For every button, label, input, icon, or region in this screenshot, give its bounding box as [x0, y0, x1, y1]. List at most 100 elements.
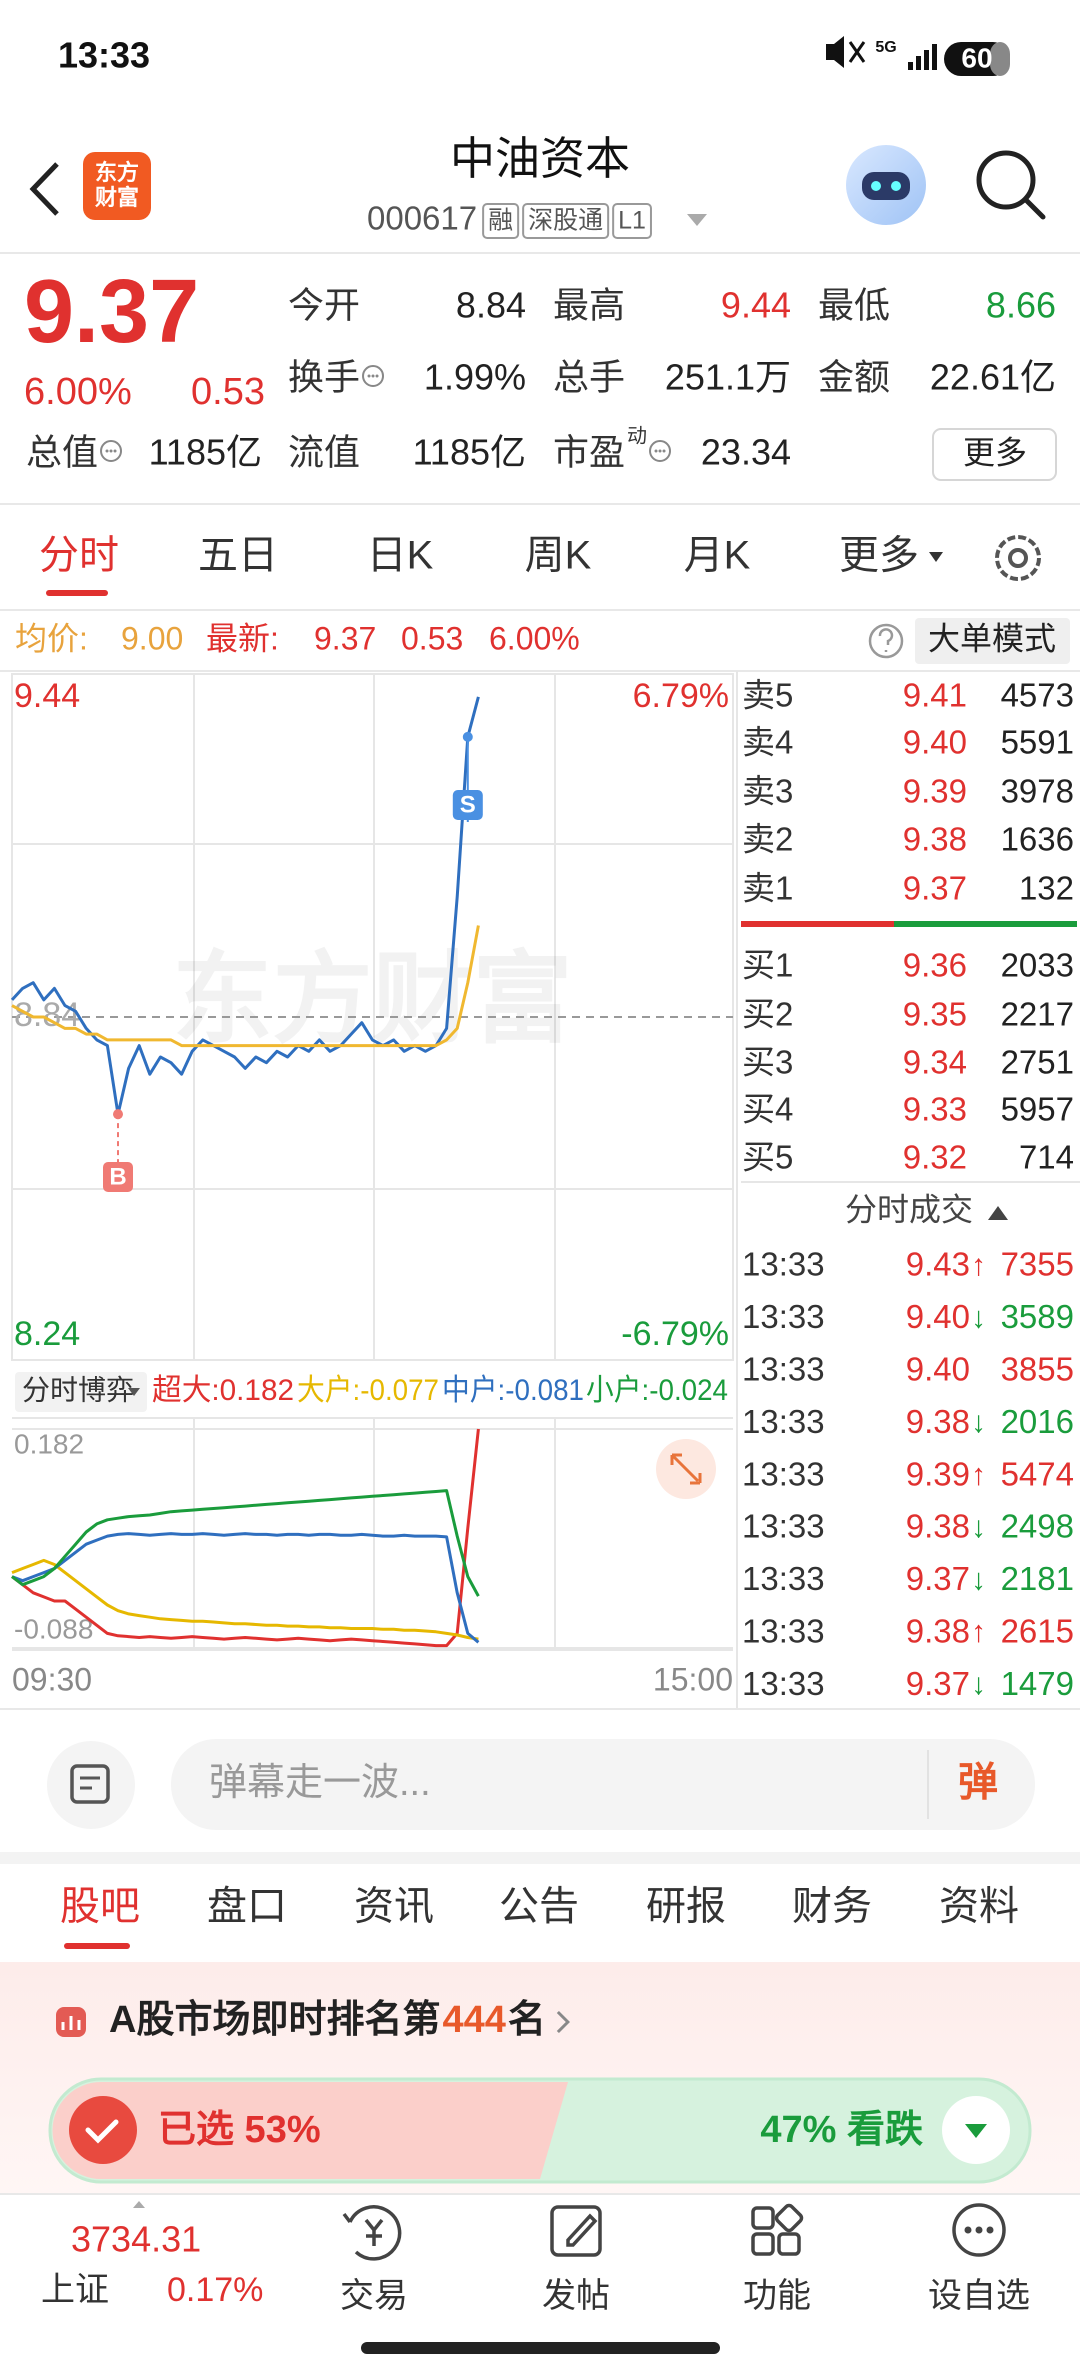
- info-change-pct: 6.00%: [489, 620, 580, 656]
- flow-selector[interactable]: 分时博弈: [22, 1374, 134, 1405]
- vote-up[interactable]: 已选 53%: [158, 2109, 321, 2151]
- nav-item[interactable]: 功能: [743, 2277, 811, 2315]
- selector-caret: [128, 1388, 140, 1396]
- battery-level: 60: [961, 42, 992, 73]
- trade-volume: 7355: [1001, 1246, 1074, 1283]
- content-tab[interactable]: 资料: [939, 1885, 1019, 1929]
- post-pen: [566, 2213, 598, 2247]
- index-value[interactable]: 3734.31: [71, 2219, 201, 2260]
- tag-box: [482, 203, 520, 239]
- more-label[interactable]: 更多: [963, 434, 1027, 470]
- book-price: 9.35: [903, 996, 967, 1033]
- trades-title[interactable]: 分时成交: [845, 1191, 973, 1227]
- tab-dropdown: [929, 552, 943, 562]
- stat-value: 1.99%: [424, 357, 526, 398]
- chart-frame: [11, 671, 1080, 1709]
- trade-direction: ↑: [971, 1616, 986, 1649]
- more-button[interactable]: [932, 428, 1057, 481]
- series-line: [11, 1428, 480, 1648]
- down-caret: [965, 2124, 987, 2138]
- info-icon: [100, 440, 123, 462]
- chart-tab[interactable]: 五日: [198, 534, 278, 578]
- vote-down[interactable]: 47% 看跌: [760, 2109, 923, 2151]
- stat-value: 9.44: [721, 285, 791, 326]
- nav-item[interactable]: 发帖: [542, 2277, 610, 2315]
- book-label: 买3: [742, 1044, 793, 1081]
- trade-price: 9.37: [906, 1560, 970, 1597]
- rank-suffix[interactable]: 名: [508, 1999, 546, 2041]
- avatar-face: [862, 172, 910, 200]
- content-tab[interactable]: 资讯: [354, 1885, 434, 1929]
- expand-button[interactable]: [656, 1439, 716, 1499]
- legend-entry: 超大:0.182: [152, 1374, 294, 1407]
- book-volume: 2217: [1001, 996, 1074, 1033]
- stat-label: 最高: [553, 285, 625, 326]
- back-button[interactable]: [29, 162, 59, 216]
- tag-box: [612, 203, 652, 239]
- danmaku-send[interactable]: 弹: [958, 1761, 998, 1805]
- fav-icon: [952, 2203, 1006, 2257]
- signal-bar: [924, 50, 929, 70]
- trade-volume: 5474: [1001, 1455, 1074, 1492]
- info-dot: [658, 449, 662, 453]
- expand-arrows: [670, 1453, 702, 1485]
- book-price: 9.39: [903, 773, 967, 810]
- settings-button[interactable]: [995, 535, 1041, 581]
- content-tab[interactable]: 研报: [646, 1885, 726, 1929]
- trade-time: 13:33: [742, 1560, 825, 1597]
- tag-box: [522, 203, 610, 239]
- help-icon[interactable]: [868, 623, 904, 659]
- chart-tab[interactable]: 周K: [525, 534, 592, 578]
- book-volume: 714: [1019, 1139, 1074, 1176]
- vote-up-part[interactable]: [52, 2082, 569, 2179]
- help-circle: [868, 623, 904, 659]
- danmaku-settings[interactable]: [47, 1741, 135, 1829]
- nav-item[interactable]: 设自选: [928, 2277, 1030, 2315]
- info-dot: [371, 374, 375, 378]
- dot: [975, 2226, 983, 2234]
- assistant-avatar[interactable]: [846, 145, 926, 225]
- mode-button[interactable]: [915, 618, 1070, 664]
- content-tab[interactable]: 盘口: [207, 1885, 287, 1929]
- trade-volume: 2181: [1001, 1560, 1074, 1597]
- search-handle: [1023, 197, 1046, 220]
- chart-tab[interactable]: 日K: [367, 534, 434, 578]
- danmaku-placeholder[interactable]: 弹幕走一波...: [209, 1762, 431, 1804]
- nav-icons: [342, 2203, 1006, 2261]
- func-icon: [751, 2232, 775, 2256]
- index-change[interactable]: 0.17%: [167, 2271, 263, 2309]
- chart-tab[interactable]: 更多: [839, 534, 919, 578]
- mode-label[interactable]: 大单模式: [928, 620, 1056, 656]
- app-logo: [83, 152, 151, 220]
- nav-item[interactable]: 交易: [340, 2277, 408, 2315]
- series-line: [11, 1558, 479, 1641]
- chart-tab[interactable]: 月K: [684, 534, 751, 578]
- search-button[interactable]: [976, 150, 1046, 220]
- rank-prefix[interactable]: A股市场即时排名第: [109, 1999, 440, 2041]
- index-caret: [133, 2201, 145, 2208]
- info-change: 0.53: [401, 620, 463, 656]
- rank-rank[interactable]: 444: [442, 1999, 505, 2041]
- trade-price: 9.40: [906, 1298, 970, 1335]
- book-volume: 2033: [1001, 947, 1074, 984]
- code-dropdown[interactable]: [687, 214, 707, 226]
- content-tab[interactable]: 股吧: [60, 1885, 140, 1929]
- chart-tab[interactable]: 分时: [39, 534, 119, 578]
- content-tab[interactable]: 公告: [499, 1885, 579, 1929]
- content-tab[interactable]: 财务: [792, 1885, 872, 1929]
- mute-cross: [848, 41, 866, 63]
- change-percent: 6.00%: [24, 371, 132, 413]
- selector-box[interactable]: [15, 1372, 147, 1412]
- danmaku-input[interactable]: [171, 1739, 1035, 1830]
- legend-entry: 大户:-0.077: [297, 1374, 439, 1407]
- index-name[interactable]: 上证: [41, 2271, 109, 2309]
- book-price: 9.40: [903, 724, 967, 761]
- change-amount: 0.53: [191, 371, 265, 413]
- rank-chevron: [556, 2010, 570, 2034]
- trade-direction: ↑: [971, 1249, 986, 1282]
- help-glyph: [878, 628, 894, 652]
- x-tick-label: 15:00: [653, 1661, 733, 1697]
- book-label: 买2: [742, 996, 793, 1033]
- last-price: 9.37: [24, 262, 199, 362]
- stock-tag: 融: [488, 207, 513, 235]
